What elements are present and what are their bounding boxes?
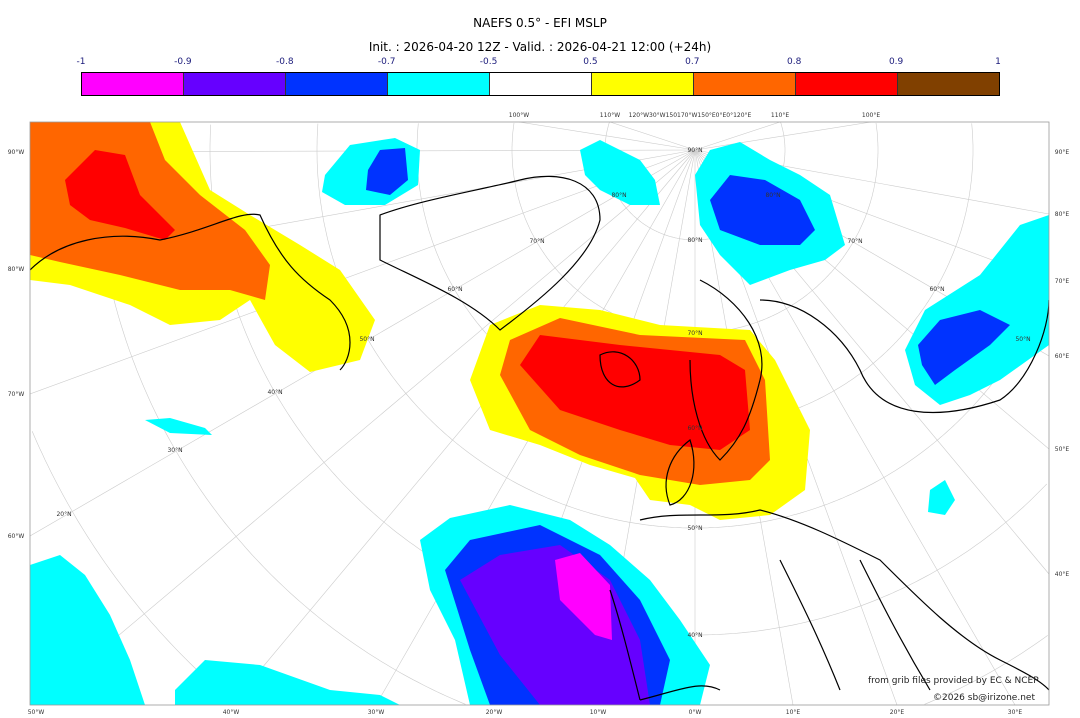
colorbar-segment xyxy=(388,73,490,95)
colorbar-tick: -0.9 xyxy=(174,57,192,67)
coordinate-label: 20°N xyxy=(56,511,71,518)
negative-anomaly-cyan-sw xyxy=(30,555,145,705)
colorbar-segment xyxy=(694,73,796,95)
colorbar-tick: 0.8 xyxy=(787,57,802,67)
negative-anomaly-cyan-canada-arctic xyxy=(580,140,660,205)
coordinate-label: 90°N xyxy=(687,147,702,154)
axis-labels: 90°W 80°W 70°W 60°W 90°E 80°E 70°E 60°E 50°E 40°E… xyxy=(8,112,1070,716)
colorbar xyxy=(81,72,1000,96)
efi-fields xyxy=(30,122,1049,705)
colorbar-segment xyxy=(898,73,999,95)
latitude-circle xyxy=(780,122,786,150)
colorbar-segment xyxy=(82,73,184,95)
coordinate-label: 50°W xyxy=(28,709,45,716)
coordinate-label: 60°N xyxy=(687,425,702,432)
colorbar-tick: -0.7 xyxy=(377,57,396,67)
map-title: NAEFS 0.5° - EFI MSLP xyxy=(473,16,607,30)
negative-anomaly-cyan-south xyxy=(175,660,400,705)
latitude-circle xyxy=(924,635,1048,705)
map-subtitle: Init. : 2026-04-20 12Z - Valid. : 2026-0… xyxy=(368,40,712,54)
coordinate-label: 40°N xyxy=(687,632,702,639)
coordinate-label: 80°N xyxy=(611,192,626,199)
coordinate-label: 30°W xyxy=(368,709,385,716)
coordinate-label: 20°E xyxy=(890,709,905,716)
coordinate-label: 60°N xyxy=(929,286,944,293)
coordinate-label: 30°E xyxy=(1008,709,1023,716)
coordinate-label: 60°E xyxy=(1055,353,1070,360)
coastlines xyxy=(30,175,1049,701)
negative-anomaly-cyan-caspian xyxy=(928,480,955,515)
colorbar-segment xyxy=(592,73,694,95)
negative-anomaly-blue-siberia xyxy=(918,310,1010,385)
coordinate-label: 80°N xyxy=(687,237,702,244)
latitude-circle xyxy=(875,122,879,150)
positive-anomaly-red-ne-atlantic xyxy=(520,335,750,450)
colorbar-tick: -1 xyxy=(76,57,86,67)
coordinate-label: 50°N xyxy=(359,336,374,343)
colorbar-segment xyxy=(490,73,592,95)
coordinate-label: 110°E xyxy=(771,112,789,119)
coordinate-label: 110°W xyxy=(600,112,620,119)
positive-anomaly-red-nw xyxy=(65,150,175,240)
coordinate-label: 120°W30°W150170°W150°E0°E0°120°E xyxy=(629,112,752,119)
colorbar-tick: 0.9 xyxy=(888,57,904,67)
coordinate-label: 40°E xyxy=(1055,571,1070,578)
coordinate-label: 60°W xyxy=(8,533,25,540)
colorbar-tick: 1 xyxy=(995,57,1001,67)
coordinate-label: 70°W xyxy=(8,391,25,398)
copyright-credit: ©2026 sb@irizone.net xyxy=(933,693,1035,703)
coordinate-label: 80°W xyxy=(8,266,25,273)
latitude-circle xyxy=(971,123,974,150)
coordinate-label: 90°E xyxy=(1055,149,1070,156)
colorbar-segment xyxy=(184,73,286,95)
coordinate-label: 80°N xyxy=(765,192,780,199)
colorbar-tick: -0.5 xyxy=(479,57,498,67)
coordinate-label: 20°W xyxy=(486,709,503,716)
negative-anomaly-magenta-iberia xyxy=(555,553,612,640)
coordinate-label: 30°N xyxy=(167,447,182,454)
coordinate-label: 10°E xyxy=(786,709,801,716)
coordinate-label: 70°N xyxy=(687,330,702,337)
colorbar-segment xyxy=(286,73,388,95)
coordinate-label: 0°W xyxy=(689,709,702,716)
coordinate-label: 80°E xyxy=(1055,211,1070,218)
coordinate-label: 100°E xyxy=(862,112,880,119)
coordinate-label: 40°N xyxy=(267,389,282,396)
coordinate-label: 70°N xyxy=(847,238,862,245)
coordinate-label: 70°E xyxy=(1055,278,1070,285)
coordinate-label: 50°N xyxy=(1015,336,1030,343)
coordinate-label: 60°N xyxy=(447,286,462,293)
coordinate-label: 100°W xyxy=(509,112,529,119)
latitude-labels: 90°N 80°N 70°N 60°N 50°N 40°N 30°N 20°N 80°N 70°N… xyxy=(56,147,1030,639)
coordinate-label: 50°E xyxy=(1055,446,1070,453)
colorbar-segment xyxy=(796,73,898,95)
coordinate-label: 70°N xyxy=(529,238,544,245)
colorbar-tick: 0.7 xyxy=(685,57,700,67)
coordinate-label: 10°W xyxy=(590,709,607,716)
source-credit: from grib files provided by EC & NCEP xyxy=(868,676,1039,686)
colorbar-tick: 0.5 xyxy=(583,57,598,67)
colorbar-tick: -0.8 xyxy=(275,57,294,67)
coordinate-label: 50°N xyxy=(687,525,702,532)
negative-anomaly-cyan-atlantic-small xyxy=(145,418,212,435)
latitude-circle xyxy=(31,431,233,702)
coordinate-label: 40°W xyxy=(223,709,240,716)
negative-anomaly-blue-greenland xyxy=(366,148,408,195)
coordinate-label: 90°W xyxy=(8,149,25,156)
map-frame xyxy=(29,121,1050,706)
negative-anomaly-blue-arctic xyxy=(710,175,815,245)
